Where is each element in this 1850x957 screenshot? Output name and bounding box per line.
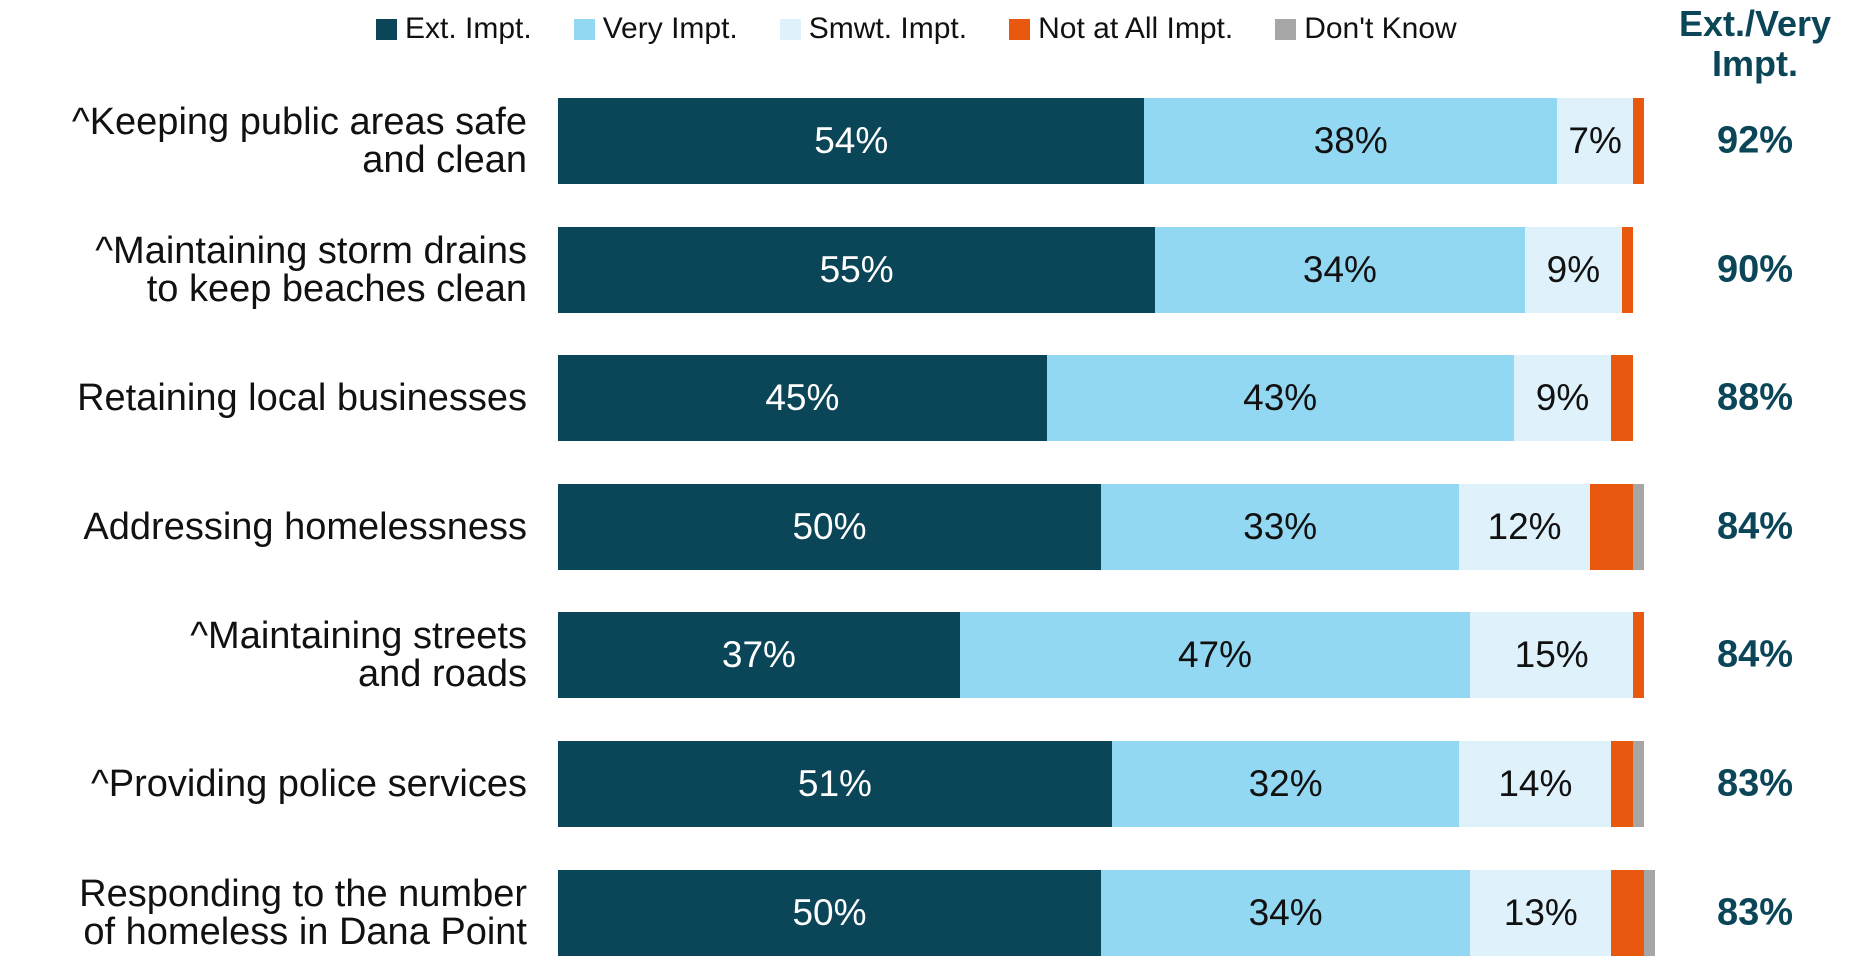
bar-segment: 43% [1046, 355, 1514, 442]
legend-swatch [779, 18, 801, 40]
bar-segment [1611, 869, 1644, 956]
total-label: 88% [1716, 376, 1794, 419]
data-label: 9% [1546, 248, 1601, 290]
bar-segment [1622, 226, 1634, 313]
bar-segment: 38% [1144, 98, 1558, 184]
category-label: Addressing homelessness [83, 505, 527, 548]
legend-swatch [376, 18, 397, 40]
legend-label: Smwt. Impt. [808, 12, 968, 45]
legend-item: Smwt. Impt. [779, 12, 968, 46]
bar-segment: 9% [1524, 226, 1623, 313]
bar-segment: 37% [558, 612, 960, 699]
bar-segment: 32% [1111, 741, 1460, 827]
total-label: 83% [1716, 762, 1794, 805]
total-label: 83% [1716, 891, 1794, 934]
data-label: 55% [819, 248, 894, 290]
data-label: 43% [1243, 377, 1318, 419]
total-label: 84% [1716, 633, 1794, 676]
bar-segment: 7% [1557, 98, 1634, 184]
bar-segment: 34% [1101, 869, 1471, 956]
total-label: 84% [1716, 505, 1794, 548]
legend-label: Don't Know [1304, 12, 1457, 45]
bar-segment [1611, 741, 1634, 827]
category-label: ^Maintaining streets and roads [190, 615, 527, 696]
data-label: 32% [1248, 763, 1323, 804]
bar-segment [1633, 98, 1644, 184]
bar-segment: 33% [1101, 483, 1460, 570]
legend-swatch [1275, 18, 1297, 40]
bar-segment: 47% [959, 612, 1471, 699]
bar-segment: 14% [1459, 741, 1612, 827]
bar-segment: 51% [558, 741, 1112, 827]
bar-segment [1633, 483, 1644, 570]
bar-segment [1589, 483, 1634, 570]
legend-item: Not at All Impt. [1009, 12, 1233, 46]
total-label: 90% [1716, 248, 1794, 291]
data-label: 38% [1313, 120, 1388, 161]
data-label: 9% [1535, 377, 1590, 419]
bar-segment: 50% [558, 483, 1101, 570]
total-label: 92% [1716, 119, 1794, 162]
data-label: 37% [721, 634, 796, 676]
bar-segment: 45% [558, 355, 1047, 442]
legend: Ext. Impt. Very Impt. Smwt. Impt. Not at Al… [376, 12, 1457, 46]
bar-segment: 50% [558, 869, 1101, 956]
bar-segment: 55% [558, 226, 1156, 313]
data-label: 34% [1248, 891, 1323, 933]
category-label: ^Providing police services [90, 763, 527, 805]
legend-label: Not at All Impt. [1038, 12, 1234, 45]
bar-segment: 34% [1155, 226, 1525, 313]
category-label: Retaining local businesses [77, 377, 527, 420]
bar-segment: 15% [1470, 612, 1634, 699]
bar-segment [1633, 612, 1644, 699]
data-label: 7% [1568, 120, 1622, 161]
data-label: 50% [792, 891, 867, 933]
bar-segment: 9% [1513, 355, 1612, 442]
bar-segment [1633, 741, 1644, 827]
data-label: 13% [1503, 891, 1578, 933]
legend-item: Don't Know [1275, 12, 1457, 46]
data-label: 47% [1177, 634, 1253, 676]
bar-segment: 54% [558, 98, 1145, 184]
bar-segment: 12% [1459, 483, 1590, 570]
data-label: 12% [1487, 505, 1562, 547]
legend-item: Ext. Impt. [376, 12, 532, 46]
legend-item: Very Impt. [573, 12, 738, 46]
totals-header: Ext./Very Impt. [1678, 3, 1832, 84]
bar-segment [1644, 869, 1655, 956]
bar-segment: 13% [1470, 869, 1612, 956]
category-label: ^Maintaining storm drains to keep beache… [95, 229, 527, 310]
legend-swatch [1009, 18, 1031, 40]
data-label: 15% [1514, 634, 1589, 676]
data-label: 34% [1302, 248, 1377, 290]
legend-swatch [573, 18, 595, 40]
legend-label: Very Impt. [602, 12, 738, 45]
data-label: 14% [1498, 763, 1573, 804]
data-label: 45% [765, 377, 840, 419]
data-label: 54% [814, 120, 889, 161]
data-label: 50% [792, 505, 867, 547]
category-label: Responding to the number of homeless in … [79, 872, 527, 953]
data-label: 33% [1243, 505, 1318, 547]
legend-label: Ext. Impt. [405, 12, 532, 45]
bar-segment [1611, 355, 1634, 442]
category-label: ^Keeping public areas safe and clean [71, 101, 527, 181]
data-label: 51% [797, 763, 872, 804]
